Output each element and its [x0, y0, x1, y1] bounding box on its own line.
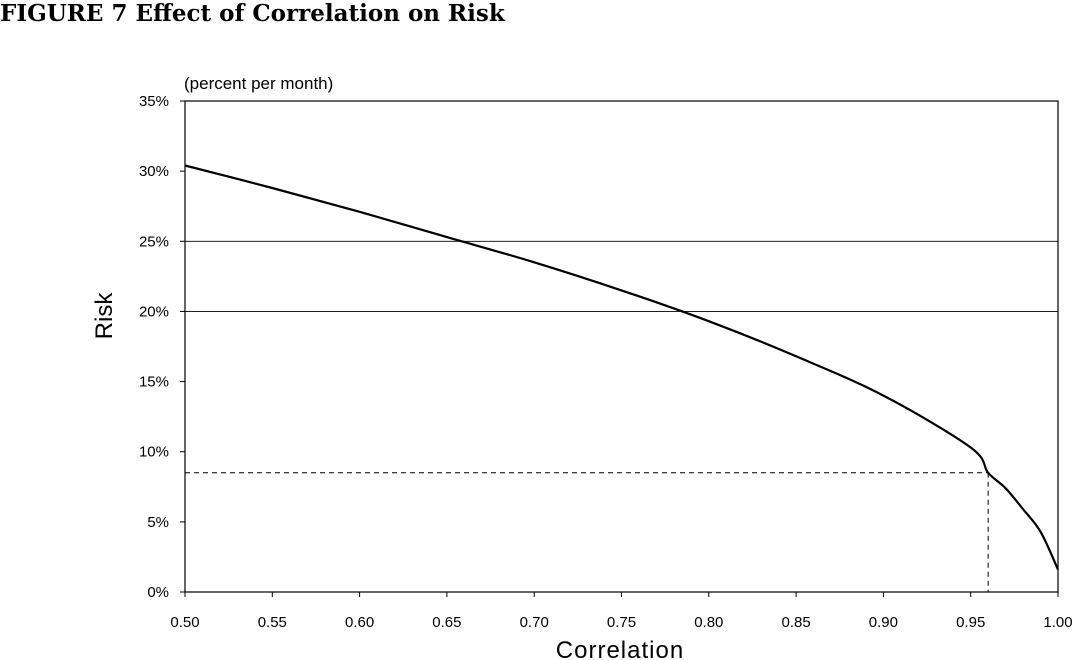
y-tick-label: 10%	[139, 444, 169, 461]
y-tick-label: 35%	[139, 93, 169, 110]
y-tick-label: 15%	[139, 374, 169, 391]
unit-note: (percent per month)	[184, 74, 333, 93]
x-tick-label: 0.70	[520, 614, 549, 631]
x-axis-ticks: 0.50 0.55 0.60 0.65 0.70 0.75 0.80 0.85 0.90 0.95…	[170, 592, 1073, 631]
x-tick-label: 0.90	[869, 614, 898, 631]
x-tick-label: 0.85	[781, 614, 810, 631]
x-tick-label: 0.95	[956, 614, 985, 631]
x-tick-label: 1.00	[1043, 614, 1072, 631]
y-tick-label: 25%	[139, 233, 169, 250]
y-axis-ticks: 0% 5% 10% 15% 20% 25% 30% 35%	[139, 93, 185, 601]
gridlines	[185, 240, 1058, 312]
y-tick-label: 20%	[139, 303, 169, 320]
plot-frame	[184, 100, 1059, 593]
y-tick-label: 5%	[147, 514, 169, 531]
y-tick-label: 30%	[139, 163, 169, 180]
x-tick-label: 0.80	[694, 614, 723, 631]
y-tick-label: 0%	[147, 584, 169, 601]
y-axis-label: Risk	[91, 292, 118, 340]
risk-curve	[184, 164, 1060, 571]
x-axis-label: Correlation	[556, 637, 684, 660]
reference-lines	[185, 472, 989, 592]
x-tick-label: 0.75	[607, 614, 636, 631]
figure-title: FIGURE 7 Effect of Correlation on Risk	[0, 0, 505, 27]
x-tick-label: 0.60	[345, 614, 374, 631]
x-tick-label: 0.65	[432, 614, 461, 631]
x-tick-label: 0.55	[258, 614, 287, 631]
x-tick-label: 0.50	[170, 614, 199, 631]
